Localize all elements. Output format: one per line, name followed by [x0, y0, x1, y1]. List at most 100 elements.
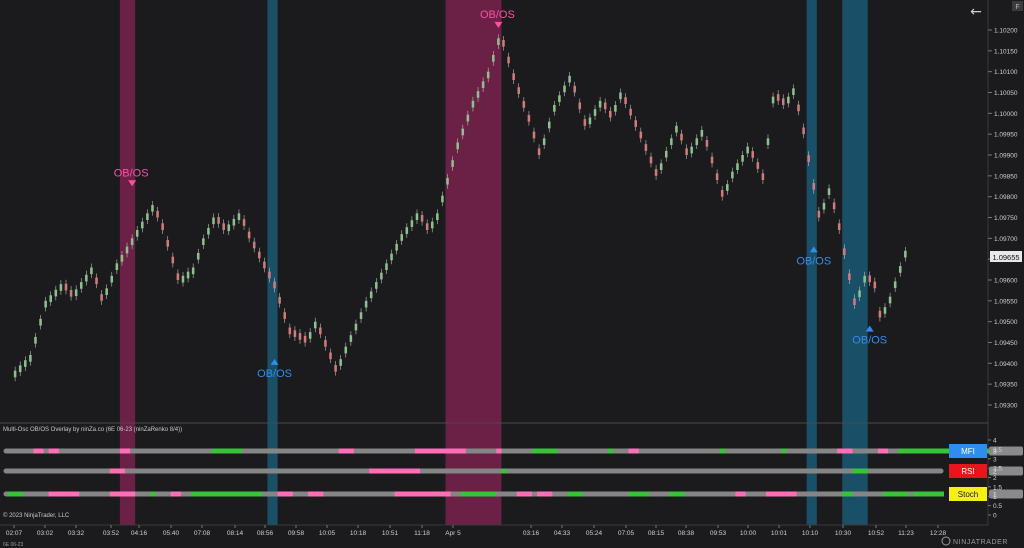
renko-bar-up — [39, 318, 42, 326]
renko-bar-down — [649, 156, 653, 164]
renko-bar-up — [237, 213, 241, 220]
renko-bar-up — [670, 138, 673, 145]
series-badge-label: Stoch — [958, 490, 978, 499]
renko-bar-up — [85, 274, 88, 282]
signal-label: OB/OS — [114, 167, 149, 179]
oscillator-axis: 43.532.521.510.50 — [988, 438, 1002, 520]
renko-bar-up — [369, 291, 373, 299]
renko-bar-up — [695, 138, 699, 145]
copyright: © 2023 NinjaTrader, LLC — [3, 512, 70, 519]
renko-bar-up — [44, 300, 47, 308]
renko-bar-up — [614, 105, 617, 112]
renko-bar-down — [278, 296, 281, 304]
renko-bar-down — [715, 173, 719, 180]
oversold-arrow-icon — [809, 246, 818, 253]
shaded-zone-oversold — [267, 0, 278, 525]
renko-bar-down — [247, 231, 251, 239]
series-badge-label: RSI — [961, 467, 974, 476]
renko-bar-up — [547, 121, 551, 129]
renko-bar-up — [191, 267, 195, 275]
renko-bar-up — [741, 155, 744, 162]
shaded-zone-overbought — [445, 0, 502, 525]
renko-bar-up — [659, 163, 663, 170]
renko-bar-down — [848, 273, 851, 280]
renko-bar-up — [588, 117, 592, 125]
renko-bar-down — [853, 298, 856, 305]
series-badge-stoch — [949, 487, 987, 501]
oversold-arrow-icon — [270, 358, 279, 365]
renko-bar-up — [726, 184, 729, 191]
renko-bar-up — [339, 359, 342, 366]
renko-bar-up — [904, 250, 907, 258]
f-badge[interactable]: F — [1012, 1, 1023, 11]
time-tick-label: 10:30 — [835, 530, 852, 537]
renko-bar-up — [476, 91, 480, 98]
renko-bar-down — [680, 133, 683, 141]
renko-bar-up — [146, 213, 149, 220]
renko-bar-down — [425, 223, 429, 230]
renko-bar-up — [202, 238, 205, 245]
renko-bar-up — [619, 92, 622, 100]
renko-bar-up — [746, 146, 749, 154]
renko-bar-down — [522, 101, 526, 108]
renko-bar-up — [212, 217, 215, 225]
renko-bar-down — [537, 148, 541, 155]
time-tick-label: 10:52 — [868, 530, 885, 537]
renko-bar-down — [720, 190, 724, 197]
renko-bar-down — [502, 40, 505, 47]
price-tick-label: 1.09750 — [994, 215, 1018, 222]
price-tick-label: 1.09800 — [994, 194, 1018, 201]
renko-bar-up — [34, 336, 37, 344]
back-button[interactable]: ← — [970, 4, 982, 20]
price-tick-label: 1.09400 — [994, 361, 1018, 368]
price-tick-label: 1.10050 — [994, 90, 1018, 97]
renko-bar-down — [609, 110, 612, 118]
series-badge-label: MFI — [961, 447, 975, 456]
renko-bar-down — [761, 173, 765, 180]
time-tick-label: 07:08 — [194, 530, 211, 537]
renko-bar-down — [756, 162, 760, 169]
renko-bar-up — [827, 188, 831, 195]
renko-bar-down — [802, 127, 805, 135]
renko-bar-down — [258, 251, 261, 259]
oversold-arrow-icon — [865, 325, 874, 332]
renko-bar-down — [639, 131, 643, 139]
series-value-label: 2 — [993, 469, 997, 476]
osc-tick-label: 1 — [993, 494, 997, 501]
renko-bar-up — [486, 71, 490, 79]
renko-bar-down — [100, 294, 103, 301]
arrow-left-icon[interactable]: ← — [970, 4, 982, 20]
time-tick-label: 10:51 — [382, 530, 399, 537]
f-badge-label[interactable]: F — [1015, 4, 1019, 11]
renko-bar-down — [517, 87, 521, 94]
renko-bar-up — [390, 253, 393, 261]
price-tick-label: 1.10000 — [994, 111, 1018, 118]
renko-bar-down — [629, 108, 632, 116]
renko-bar-up — [196, 252, 200, 260]
shaded-zones — [119, 0, 868, 525]
renko-bar-up — [441, 195, 444, 203]
shaded-zone-overbought — [119, 0, 136, 525]
time-tick-label: 12:28 — [930, 530, 947, 537]
time-tick-label: 10:01 — [771, 530, 788, 537]
renko-bar-down — [176, 273, 180, 280]
renko-bar-up — [898, 266, 902, 273]
renko-bar-up — [893, 281, 897, 289]
renko-bar-up — [558, 95, 561, 102]
price-tick-label: 1.09550 — [994, 298, 1018, 305]
time-tick-label: 11:23 — [898, 530, 914, 537]
renko-bar-down — [578, 102, 582, 110]
time-tick-label: 05:24 — [586, 530, 603, 537]
series-value-label: 3 — [993, 449, 997, 456]
series-value-box — [989, 489, 1023, 499]
renko-bar-up — [593, 109, 597, 116]
price-tick-label: 1.09350 — [994, 382, 1018, 389]
renko-bar-up — [675, 125, 678, 133]
renko-bar-down — [781, 98, 785, 105]
renko-bar-up — [430, 221, 434, 229]
time-tick-label: 02:07 — [6, 530, 23, 537]
renko-bar-up — [59, 284, 63, 291]
renko-bar-up — [105, 288, 108, 295]
